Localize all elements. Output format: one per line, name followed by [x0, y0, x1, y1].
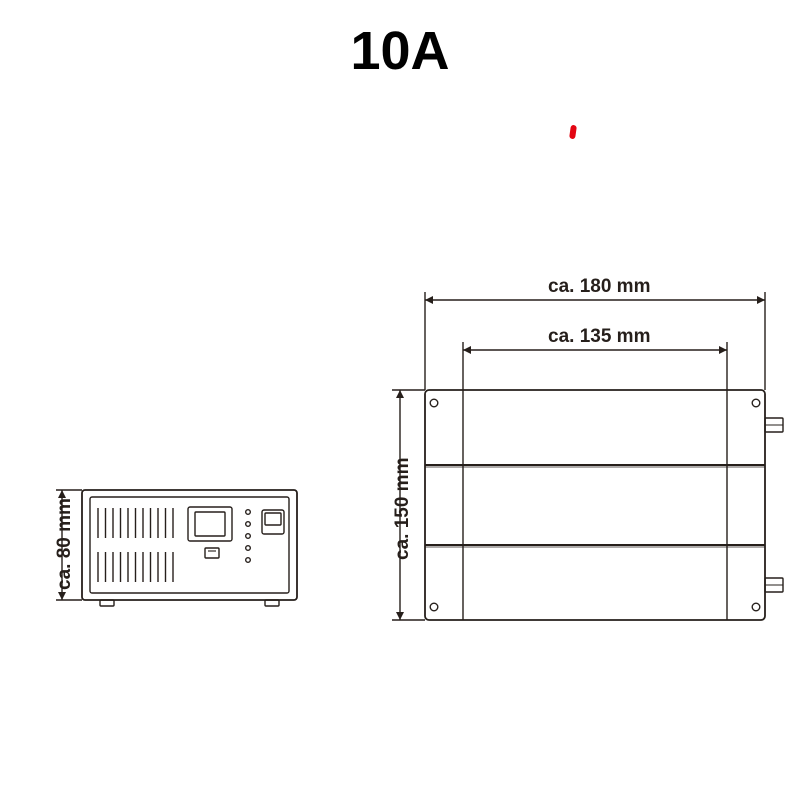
technical-drawing	[0, 0, 800, 800]
